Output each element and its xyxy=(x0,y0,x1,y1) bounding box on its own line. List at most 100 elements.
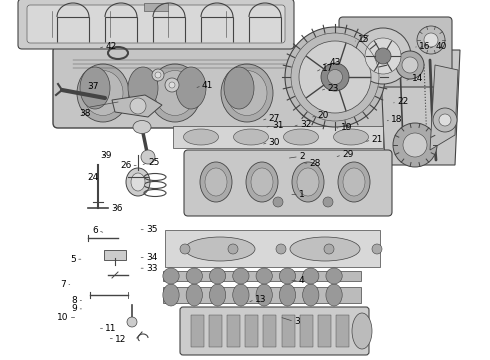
Text: 26: 26 xyxy=(120,161,131,170)
Ellipse shape xyxy=(200,162,232,202)
Ellipse shape xyxy=(83,71,123,116)
Ellipse shape xyxy=(176,67,206,109)
Ellipse shape xyxy=(256,268,272,284)
Circle shape xyxy=(393,123,437,167)
Ellipse shape xyxy=(186,284,202,306)
Bar xyxy=(318,315,331,347)
Ellipse shape xyxy=(126,168,150,196)
Ellipse shape xyxy=(303,268,319,284)
Text: 10: 10 xyxy=(57,313,69,322)
Ellipse shape xyxy=(163,284,179,306)
Text: 39: 39 xyxy=(100,151,112,160)
Ellipse shape xyxy=(292,162,324,202)
Text: 43: 43 xyxy=(329,58,341,67)
Circle shape xyxy=(276,244,286,254)
Circle shape xyxy=(433,108,457,132)
Circle shape xyxy=(285,27,385,127)
Circle shape xyxy=(355,28,411,84)
Text: 15: 15 xyxy=(358,35,369,44)
Bar xyxy=(336,315,349,347)
Bar xyxy=(264,315,276,347)
Ellipse shape xyxy=(251,168,273,196)
Text: 33: 33 xyxy=(146,264,157,273)
Text: 1: 1 xyxy=(299,190,305,199)
Text: 16: 16 xyxy=(419,42,430,51)
Circle shape xyxy=(403,133,427,157)
Ellipse shape xyxy=(233,268,249,284)
Bar xyxy=(104,250,126,260)
Text: 4: 4 xyxy=(299,276,304,285)
Ellipse shape xyxy=(334,129,368,145)
Bar xyxy=(165,230,380,267)
Ellipse shape xyxy=(297,168,319,196)
Text: 40: 40 xyxy=(435,42,446,51)
Text: 20: 20 xyxy=(318,111,329,120)
Ellipse shape xyxy=(233,284,249,306)
Circle shape xyxy=(321,63,349,91)
Ellipse shape xyxy=(279,284,295,306)
Circle shape xyxy=(424,33,438,47)
Text: 17: 17 xyxy=(322,64,334,73)
Ellipse shape xyxy=(326,284,342,306)
Polygon shape xyxy=(320,55,365,85)
Bar xyxy=(173,126,383,148)
Text: 7: 7 xyxy=(60,280,66,289)
Ellipse shape xyxy=(246,162,278,202)
Text: 9: 9 xyxy=(72,305,77,313)
Bar xyxy=(144,3,168,11)
Text: 8: 8 xyxy=(72,296,77,305)
Circle shape xyxy=(439,114,451,126)
Ellipse shape xyxy=(155,71,195,116)
Ellipse shape xyxy=(299,71,339,116)
Circle shape xyxy=(324,244,334,254)
Bar xyxy=(300,315,313,347)
Bar xyxy=(282,315,294,347)
Circle shape xyxy=(375,48,391,64)
Text: 19: 19 xyxy=(341,122,352,132)
Text: 32: 32 xyxy=(300,120,311,129)
Bar xyxy=(227,315,240,347)
Text: 23: 23 xyxy=(327,84,339,93)
FancyBboxPatch shape xyxy=(27,5,285,43)
Ellipse shape xyxy=(343,168,365,196)
Ellipse shape xyxy=(227,71,267,116)
Text: 38: 38 xyxy=(79,109,91,118)
Circle shape xyxy=(365,38,401,74)
Bar xyxy=(245,315,258,347)
Ellipse shape xyxy=(224,67,254,109)
Text: 6: 6 xyxy=(92,226,98,235)
Text: 31: 31 xyxy=(272,121,283,130)
Ellipse shape xyxy=(163,268,179,284)
Ellipse shape xyxy=(293,64,345,122)
Text: 42: 42 xyxy=(105,42,117,51)
Text: 13: 13 xyxy=(255,295,266,304)
Ellipse shape xyxy=(80,67,110,109)
Text: 5: 5 xyxy=(70,255,76,264)
Ellipse shape xyxy=(77,64,129,122)
Ellipse shape xyxy=(284,129,318,145)
Circle shape xyxy=(273,197,283,207)
Ellipse shape xyxy=(186,268,202,284)
Circle shape xyxy=(417,26,445,54)
Ellipse shape xyxy=(209,284,226,306)
FancyBboxPatch shape xyxy=(184,150,392,216)
Polygon shape xyxy=(380,50,460,165)
FancyBboxPatch shape xyxy=(339,17,452,87)
Circle shape xyxy=(169,82,175,88)
Circle shape xyxy=(165,78,179,92)
Ellipse shape xyxy=(183,129,219,145)
Ellipse shape xyxy=(209,268,226,284)
Text: 11: 11 xyxy=(105,324,117,333)
Bar xyxy=(163,271,361,281)
Text: 24: 24 xyxy=(87,173,98,182)
Text: 34: 34 xyxy=(146,253,157,262)
Bar xyxy=(209,315,222,347)
Circle shape xyxy=(152,69,164,81)
Text: 12: 12 xyxy=(115,335,126,343)
Text: 2: 2 xyxy=(299,152,304,161)
Text: 22: 22 xyxy=(397,98,408,107)
Bar xyxy=(163,287,361,303)
Ellipse shape xyxy=(128,67,158,109)
Circle shape xyxy=(372,244,382,254)
Ellipse shape xyxy=(326,268,342,284)
